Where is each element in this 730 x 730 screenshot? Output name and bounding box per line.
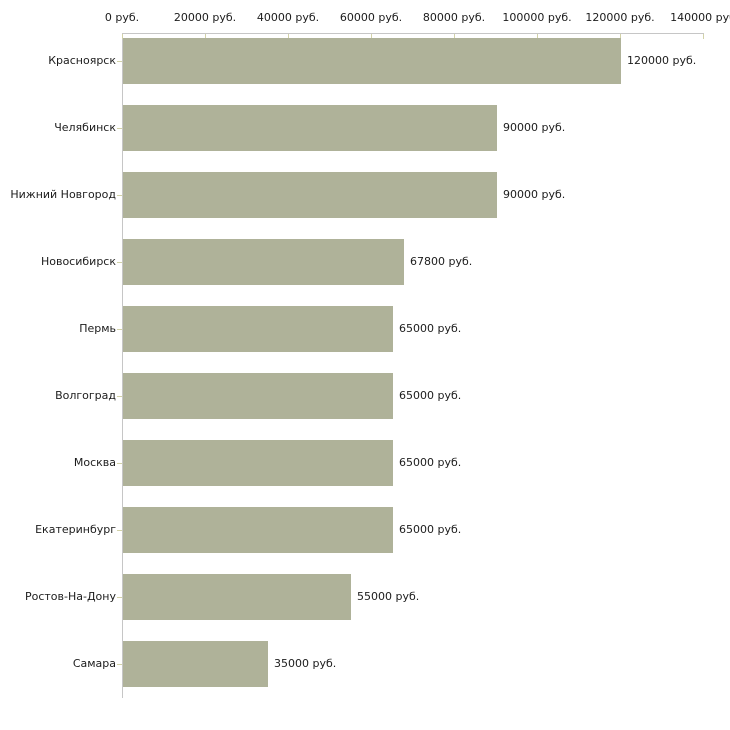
value-label: 35000 руб. [274,657,337,670]
bar [123,105,497,151]
x-axis-tick-label: 140000 руб [670,11,730,24]
bar [123,574,351,620]
value-label: 55000 руб. [357,590,420,603]
x-axis-tick [371,34,372,39]
y-axis-tick [117,396,122,397]
x-axis-tick [454,34,455,39]
category-label: Челябинск [54,121,116,134]
y-axis-tick [117,262,122,263]
y-axis-tick [117,329,122,330]
x-axis-tick [703,34,704,39]
category-label: Новосибирск [40,255,116,268]
bar [123,440,393,486]
x-axis-tick-label: 120000 руб. [585,11,655,24]
y-axis-tick [117,530,122,531]
value-label: 65000 руб. [399,389,462,402]
category-label: Пермь [79,322,116,335]
bar [123,507,393,553]
value-label: 67800 руб. [410,255,473,268]
category-label: Нижний Новгород [10,188,116,201]
x-axis-tick [288,34,289,39]
bar [123,641,268,687]
value-label: 65000 руб. [399,523,462,536]
x-axis-line [122,33,704,34]
y-axis-tick [117,664,122,665]
x-axis-tick [537,34,538,39]
category-label: Красноярск [48,54,116,67]
bar [123,373,393,419]
value-label: 90000 руб. [503,188,566,201]
x-axis-tick-label: 0 руб. [104,11,140,24]
value-label: 65000 руб. [399,322,462,335]
category-label: Москва [73,456,116,469]
y-axis-tick [117,195,122,196]
x-axis-tick [620,34,621,39]
bar [123,172,497,218]
value-label: 65000 руб. [399,456,462,469]
y-axis-tick [117,128,122,129]
x-axis-tick-label: 20000 руб. [173,11,237,24]
y-axis-tick [117,597,122,598]
x-axis-tick-label: 60000 руб. [339,11,403,24]
category-label: Ростов-На-Дону [24,590,116,603]
x-axis-tick-label: 80000 руб. [422,11,486,24]
value-label: 120000 руб. [627,54,697,67]
x-axis-tick-label: 100000 руб. [502,11,572,24]
y-axis-line [122,33,123,698]
value-label: 90000 руб. [503,121,566,134]
category-label: Самара [72,657,116,670]
x-axis-tick-label: 40000 руб. [256,11,320,24]
bar [123,38,621,84]
x-axis-tick [205,34,206,39]
x-axis-tick [122,34,123,39]
bar [123,306,393,352]
y-axis-tick [117,463,122,464]
bar [123,239,404,285]
category-label: Волгоград [55,389,116,402]
y-axis-tick [117,61,122,62]
category-label: Екатеринбург [35,523,116,536]
